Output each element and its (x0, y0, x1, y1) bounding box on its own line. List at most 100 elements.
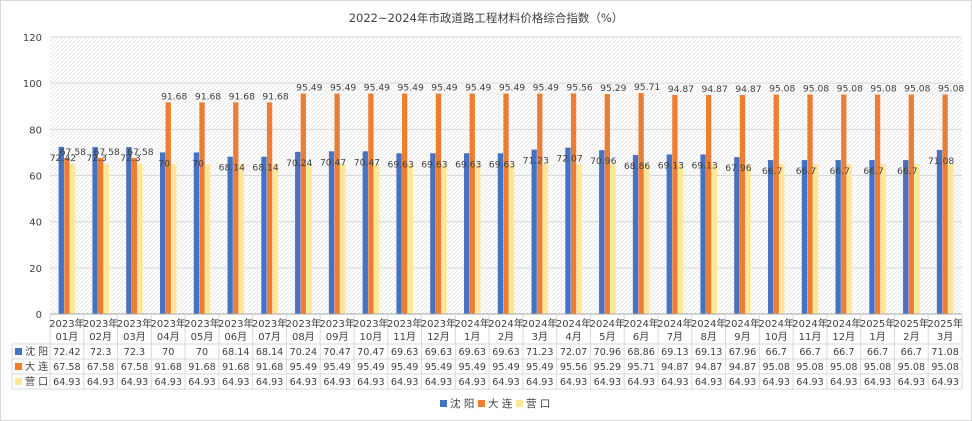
x-tick-label: 10月 (765, 331, 788, 343)
bar-大连 (908, 94, 914, 314)
bar-沈阳 (295, 151, 301, 314)
bar-沈阳 (463, 153, 470, 314)
bar-沈阳 (362, 151, 368, 314)
bar-大连 (266, 102, 273, 314)
table-cell: 94.87 (729, 362, 756, 373)
table-cell: 69.63 (458, 347, 485, 358)
x-tick-label: 11月 (393, 331, 416, 343)
data-label-沈阳: 70.47 (320, 157, 346, 168)
y-tick-label: 20 (29, 264, 42, 275)
x-tick-label: 2024年 (623, 317, 658, 330)
bar-营口 (948, 164, 954, 314)
data-label-沈阳: 69.13 (692, 160, 718, 171)
bar-营口 (204, 164, 211, 314)
table-cell: 64.93 (492, 377, 519, 388)
data-label-沈阳: 70.96 (590, 156, 616, 167)
table-cell: 70.47 (357, 347, 384, 358)
bar-大连 (942, 94, 948, 314)
table-cell: 69.63 (492, 347, 519, 358)
bar-沈阳 (700, 154, 706, 314)
x-tick-label: 3月 (937, 331, 953, 343)
bar-营口 (846, 164, 853, 314)
table-cell: 95.08 (762, 362, 789, 373)
bar-沈阳 (734, 157, 740, 314)
bar-沈阳 (159, 152, 166, 314)
bar-大连 (199, 102, 205, 314)
data-label-沈阳: 69.63 (455, 159, 481, 170)
data-label-大连: 95.08 (837, 84, 863, 95)
bar-营口 (812, 164, 819, 314)
x-tick-label: 2024年 (488, 317, 523, 330)
bar-大连 (368, 93, 374, 315)
table-cell: 64.93 (526, 377, 553, 388)
x-tick-label: 2023年 (83, 317, 118, 330)
data-label-沈阳: 66.7 (863, 166, 884, 177)
bar-营口 (745, 164, 751, 314)
x-tick-label: 2023年 (319, 317, 354, 330)
table-cell: 95.49 (526, 362, 553, 373)
x-tick-label: 03月 (123, 331, 146, 343)
table-cell: 64.93 (323, 377, 350, 388)
table-cell: 95.56 (560, 362, 587, 373)
table-cell: 68.86 (627, 347, 654, 358)
table-cell: 64.93 (357, 377, 384, 388)
data-label-沈阳: 71.23 (523, 156, 549, 167)
bar-营口 (779, 164, 785, 314)
data-label-大连: 95.08 (904, 84, 930, 95)
table-cell: 95.08 (796, 362, 823, 373)
x-tick-label: 12月 (832, 331, 855, 343)
x-tick-label: 12月 (427, 331, 450, 343)
data-label-沈阳: 70 (158, 158, 170, 169)
table-cell: 95.49 (290, 362, 317, 373)
data-label-沈阳: 67.96 (725, 163, 751, 174)
x-tick-label: 07月 (258, 331, 281, 343)
data-label-大连: 94.87 (735, 84, 761, 95)
bar-营口 (644, 164, 650, 314)
x-tick-label: 2023年 (150, 317, 185, 330)
bar-大连 (874, 94, 881, 314)
table-legend-key (15, 378, 22, 385)
table-cell: 95.49 (391, 362, 418, 373)
table-cell: 95.08 (931, 362, 958, 373)
data-label-大连: 95.49 (398, 83, 424, 94)
data-label-沈阳: 69.13 (658, 160, 684, 171)
bar-大连 (841, 94, 847, 314)
x-tick-label: 2023年 (387, 317, 422, 330)
table-row-label: 营 口 (25, 375, 48, 388)
table-cell: 64.93 (425, 377, 452, 388)
y-tick-label: 100 (23, 79, 42, 90)
data-label-大连: 91.68 (262, 91, 288, 102)
bar-沈阳 (531, 149, 537, 314)
table-cell: 64.93 (290, 377, 317, 388)
data-label-大连: 91.68 (195, 91, 221, 102)
table-cell: 70.47 (323, 347, 350, 358)
legend-key (440, 400, 447, 407)
table-cell: 64.93 (762, 377, 789, 388)
table-cell: 68.14 (256, 347, 283, 358)
x-tick-label: 8月 (700, 331, 716, 343)
x-tick-label: 08月 (292, 331, 315, 343)
bar-大连 (300, 93, 306, 315)
data-label-沈阳: 70.24 (286, 158, 312, 169)
bar-大连 (807, 94, 813, 314)
bar-沈阳 (92, 147, 98, 314)
bar-沈阳 (801, 160, 808, 314)
bar-大连 (64, 158, 70, 314)
table-cell: 72.3 (124, 347, 145, 358)
bar-营口 (576, 164, 582, 314)
x-tick-label: 02月 (89, 331, 112, 343)
chart-title: 2022~2024年市政道路工程材料价格综合指数（%） (349, 11, 624, 25)
legend-label: 沈 阳 (450, 397, 474, 410)
table-row-label: 大 连 (25, 360, 48, 373)
bar-大连 (334, 93, 340, 315)
table-cell: 64.93 (594, 377, 621, 388)
x-tick-label: 1月 (464, 331, 480, 343)
bar-大连 (503, 93, 509, 315)
data-label-大连: 91.68 (229, 91, 255, 102)
table-cell: 64.93 (931, 377, 958, 388)
data-label-大连: 67.58 (127, 147, 153, 158)
x-tick-label: 2023年 (218, 317, 253, 330)
bar-沈阳 (767, 160, 774, 314)
table-cell: 64.93 (661, 377, 688, 388)
